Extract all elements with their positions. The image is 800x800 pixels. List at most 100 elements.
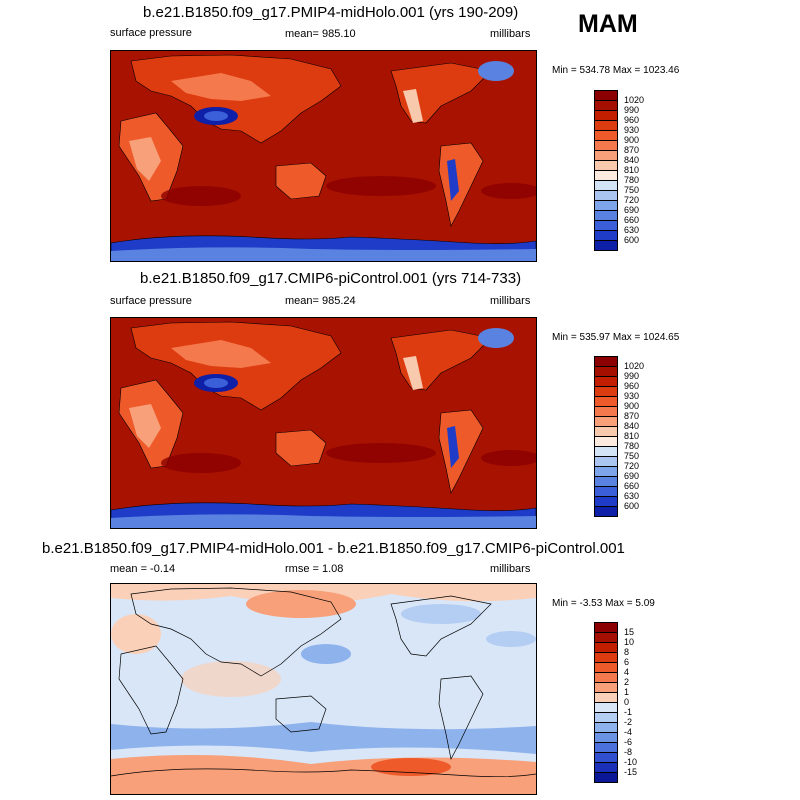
panel-2-units-label: millibars — [490, 295, 531, 307]
indian-ocean-high — [161, 453, 241, 473]
antarctica-interior — [111, 247, 536, 261]
colorbar-tick-label: -8 — [624, 747, 633, 757]
africa-coastline — [118, 645, 184, 735]
season-label: MAM — [578, 10, 638, 38]
panel-2-title: b.e21.B1850.f09_g17.CMIP6-piControl.001 … — [140, 270, 522, 287]
panel-1-variable-label: surface pressure — [110, 27, 192, 39]
south-atlantic-high — [481, 183, 536, 199]
colorbar-tick-label: 780 — [624, 175, 640, 185]
panel-2-mean-label: mean= 985.24 — [285, 295, 356, 307]
colorbar-tick-label: 720 — [624, 195, 640, 205]
greenland-ice — [478, 61, 514, 81]
colorbar-tick-label: -1 — [624, 707, 633, 717]
colorbar-tick-label: 930 — [624, 391, 640, 401]
south-atlantic-high — [481, 450, 536, 466]
south-pacific-high — [326, 443, 436, 463]
atlantic-negative-anomaly — [486, 631, 536, 647]
colorbar-swatch — [594, 240, 618, 251]
africa-highlands — [129, 137, 161, 181]
colorbar-tick-label: 0 — [624, 697, 630, 707]
panel-2-variable-label: surface pressure — [110, 295, 192, 307]
colorbar-tick-label: -15 — [624, 767, 638, 777]
colorbar-tick-label: 750 — [624, 185, 640, 195]
eurasia-coastline — [130, 587, 342, 677]
colorbar-tick-label: 10 — [624, 637, 635, 647]
coastlines — [111, 587, 536, 778]
panel-1-map — [110, 50, 537, 262]
andes-low-pressure — [447, 426, 459, 468]
colorbar-tick-label: 810 — [624, 165, 640, 175]
colorbar-tick-label: 600 — [624, 501, 640, 511]
colorbar-tick-label: 630 — [624, 491, 640, 501]
australia-landmass — [275, 162, 327, 200]
south-pacific-high — [326, 176, 436, 196]
colorbar-tick-label: -6 — [624, 737, 633, 747]
colorbar-tick-label: 660 — [624, 481, 640, 491]
colorbar-tick-label: 690 — [624, 471, 640, 481]
colorbar-tick-label: 1020 — [624, 95, 645, 105]
north-america-negative-anomaly — [401, 604, 481, 624]
north-america-coastline — [390, 595, 492, 657]
colorbar-tick-label: 2 — [624, 677, 630, 687]
tibet-core — [204, 378, 228, 388]
colorbar-tick-label: 870 — [624, 145, 640, 155]
colorbar-tick-label: 660 — [624, 215, 640, 225]
rockies-highlands — [403, 356, 423, 390]
africa-highlands — [129, 404, 161, 448]
colorbar-tick-label: 840 — [624, 421, 640, 431]
panel-3-title: b.e21.B1850.f09_g17.PMIP4-midHolo.001 - … — [42, 540, 625, 557]
central-asia-highlands — [171, 340, 271, 368]
panel-3-rmse-label: rmse = 1.08 — [285, 563, 344, 575]
colorbar-tick-label: 990 — [624, 371, 640, 381]
colorbar-tick-label: 930 — [624, 125, 640, 135]
colorbar-tick-label: 750 — [624, 451, 640, 461]
colorbar-tick-label: 690 — [624, 205, 640, 215]
pacific-negative-anomaly — [301, 644, 351, 664]
panel-1-units-label: millibars — [490, 28, 531, 40]
colorbar-tick-label: 900 — [624, 135, 640, 145]
colorbar-tick-label: 870 — [624, 411, 640, 421]
siberia-positive-anomaly — [246, 590, 356, 618]
antarctica-coastline — [111, 768, 536, 778]
colorbar-tick-label: 960 — [624, 381, 640, 391]
australia-coastline — [275, 695, 327, 733]
colorbar-tick-label: 840 — [624, 155, 640, 165]
panel-1-title: b.e21.B1850.f09_g17.PMIP4-midHolo.001 (y… — [143, 4, 519, 21]
panel-3-minmax: Min = -3.53 Max = 5.09 — [552, 598, 655, 609]
colorbar-tick-label: -2 — [624, 717, 633, 727]
colorbar-tick-label: 630 — [624, 225, 640, 235]
colorbar-swatch — [594, 772, 618, 783]
greenland-ice — [478, 328, 514, 348]
andes-low-pressure — [447, 159, 459, 201]
panel-3-map — [110, 583, 537, 795]
colorbar-tick-label: 4 — [624, 667, 630, 677]
panel-2-minmax: Min = 535.97 Max = 1024.65 — [552, 332, 680, 343]
central-asia-highlands — [171, 73, 271, 101]
colorbar-tick-label: 15 — [624, 627, 635, 637]
south-america-coastline — [438, 675, 484, 761]
indian-ocean-positive — [181, 661, 281, 697]
panel-1-mean-label: mean= 985.10 — [285, 28, 356, 40]
colorbar-tick-label: 1 — [624, 687, 630, 697]
colorbar-tick-label: 6 — [624, 657, 630, 667]
indian-ocean-high — [161, 186, 241, 206]
colorbar-tick-label: -4 — [624, 727, 633, 737]
atlantic-positive-anomaly — [111, 614, 161, 654]
panel-3-units-label: millibars — [490, 563, 531, 575]
colorbar-tick-label: 600 — [624, 235, 640, 245]
colorbar-tick-label: 900 — [624, 401, 640, 411]
rockies-highlands — [403, 89, 423, 123]
colorbar-tick-label: 8 — [624, 647, 630, 657]
colorbar-tick-label: -10 — [624, 757, 638, 767]
colorbar-tick-label: 780 — [624, 441, 640, 451]
colorbar-tick-label: 990 — [624, 105, 640, 115]
southern-negative-band — [111, 722, 536, 754]
panel-2-map — [110, 317, 537, 529]
colorbar-tick-label: 960 — [624, 115, 640, 125]
colorbar-tick-label: 1020 — [624, 361, 645, 371]
panel-1-minmax: Min = 534.78 Max = 1023.46 — [552, 65, 680, 76]
tibet-core — [204, 111, 228, 121]
colorbar-swatch — [594, 506, 618, 517]
antarctic-positive-max — [371, 758, 451, 776]
panel-3-mean-label: mean = -0.14 — [110, 563, 176, 575]
